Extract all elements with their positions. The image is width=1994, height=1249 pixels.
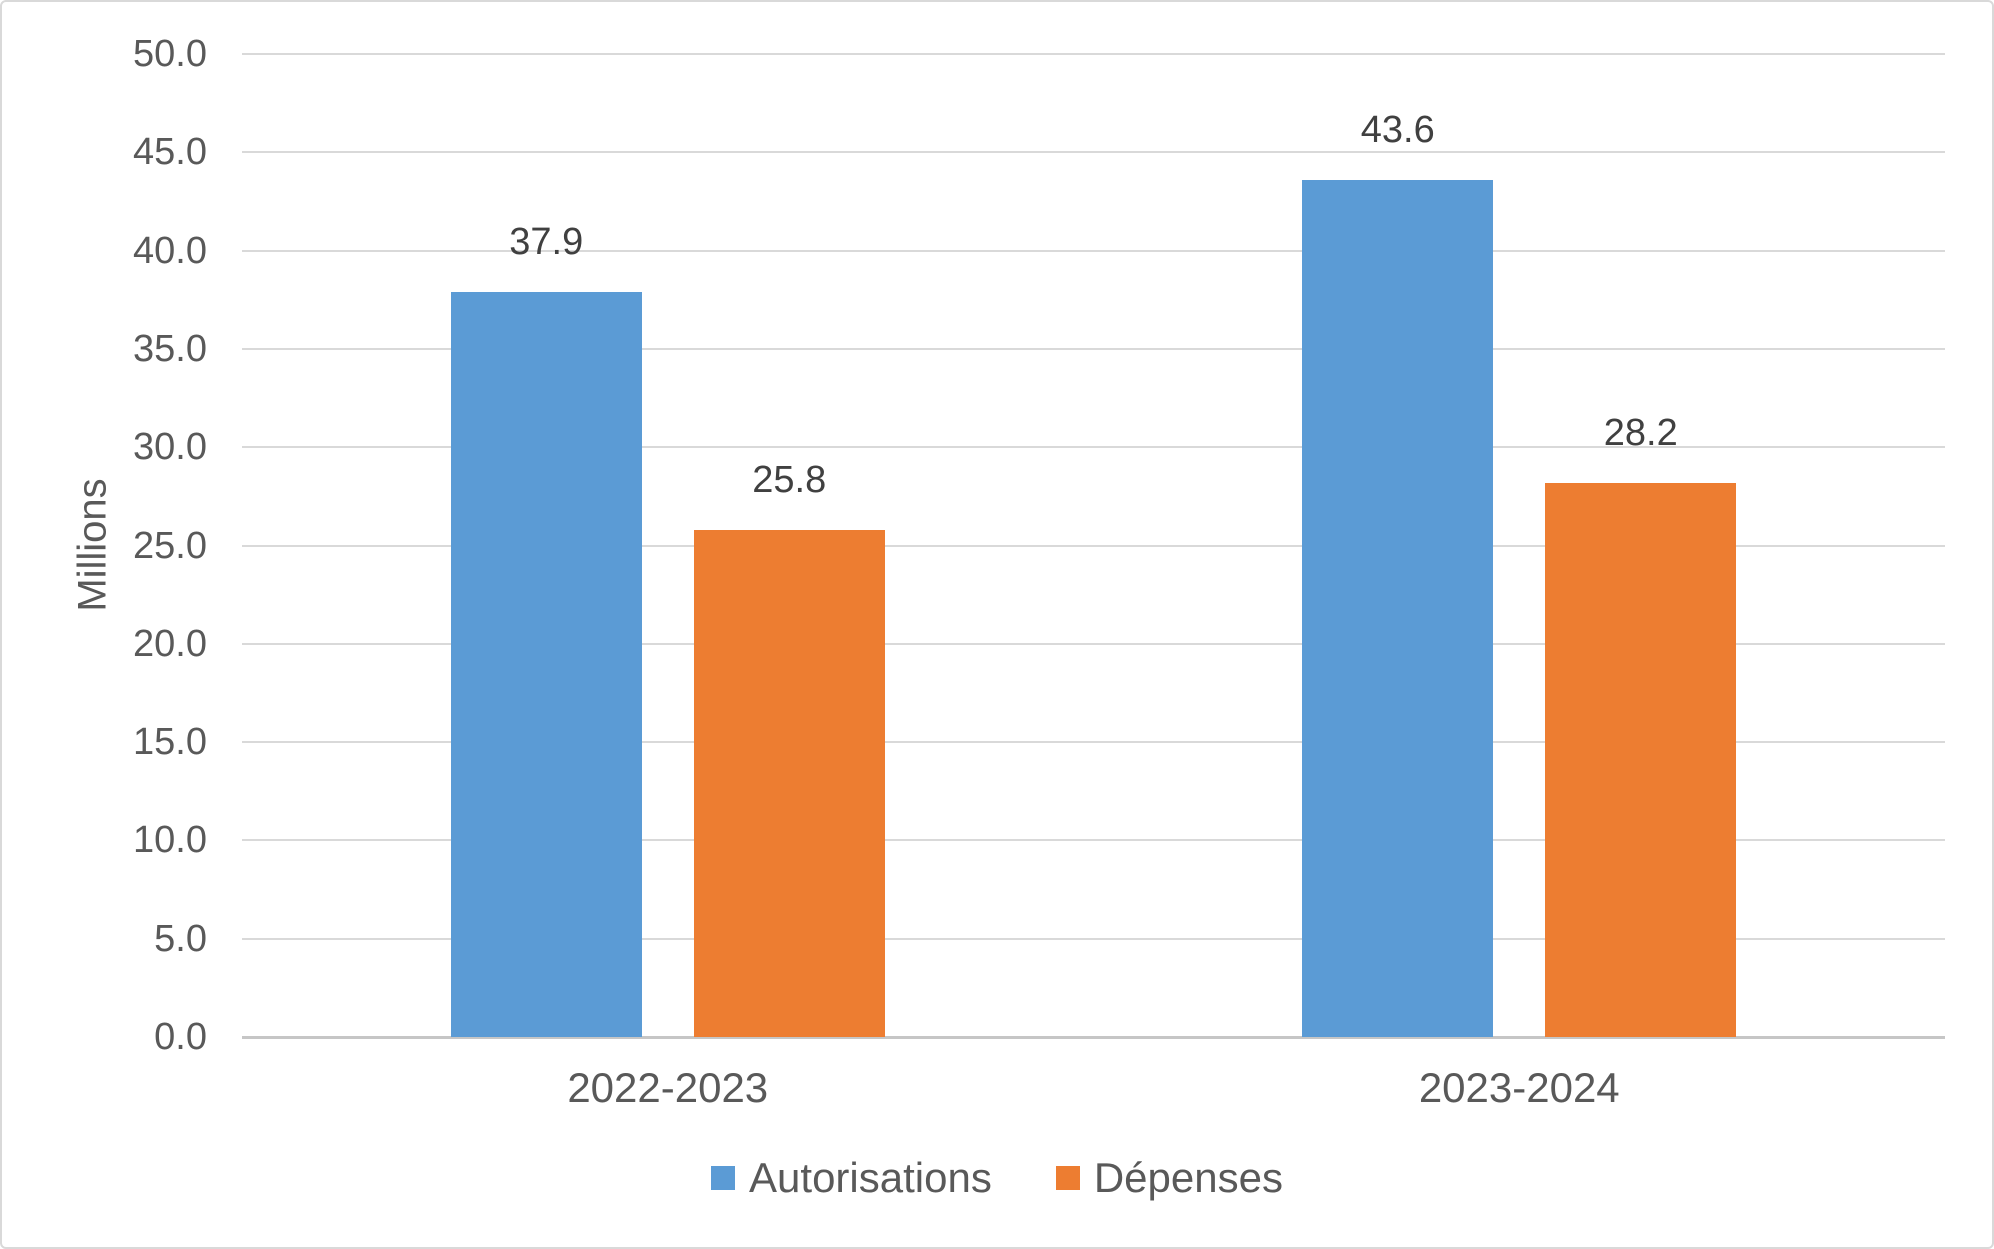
- data-label-autorisations-2023-2024: 43.6: [1360, 108, 1435, 151]
- x-category-label: 2022-2023: [567, 1064, 769, 1111]
- bar-dépenses-2022-2023: [693, 529, 885, 1037]
- legend-swatch-icon: [1055, 1166, 1080, 1190]
- gridline: [242, 446, 1945, 449]
- bar-autorisations-2022-2023: [450, 291, 642, 1037]
- bar-autorisations-2023-2024: [1302, 179, 1494, 1037]
- gridline: [242, 53, 1945, 55]
- legend-label: Dépenses: [1093, 1154, 1283, 1201]
- legend: Autorisations Dépenses: [2, 1154, 1992, 1202]
- gridline: [242, 642, 1945, 645]
- y-tick-label: 20.0: [133, 622, 207, 665]
- y-tick-label: 30.0: [133, 426, 207, 469]
- y-tick-label: 45.0: [133, 131, 207, 174]
- gridline: [242, 151, 1945, 154]
- y-tick-label: 10.0: [133, 819, 207, 862]
- bar-dépenses-2023-2024: [1545, 482, 1737, 1037]
- legend-item-dépenses: Dépenses: [1055, 1154, 1283, 1202]
- x-category-label: 2023-2024: [1418, 1064, 1620, 1111]
- legend-label: Autorisations: [749, 1154, 992, 1201]
- y-tick-label: 25.0: [133, 524, 207, 567]
- y-tick-label: 5.0: [154, 917, 207, 960]
- y-tick-label: 0.0: [154, 1016, 207, 1058]
- legend-item-autorisations: Autorisations: [711, 1154, 992, 1202]
- y-tick-label: 15.0: [133, 721, 207, 764]
- gridline: [242, 937, 1945, 940]
- gridline: [242, 249, 1945, 252]
- gridline: [242, 544, 1945, 547]
- y-tick-label: 40.0: [133, 229, 207, 272]
- y-tick-label: 35.0: [133, 327, 207, 370]
- data-label-autorisations-2022-2023: 37.9: [509, 220, 584, 263]
- gridline: [242, 741, 1945, 744]
- data-label-dépenses-2023-2024: 28.2: [1603, 411, 1678, 454]
- y-tick-label: 50.0: [133, 33, 207, 75]
- gridline: [242, 347, 1945, 350]
- x-axis-line: [242, 1035, 1945, 1039]
- gridline: [242, 839, 1945, 842]
- plot-area: 37.9 25.8 43.6 28.2: [242, 53, 1945, 1039]
- legend-swatch-icon: [711, 1166, 736, 1190]
- data-label-dépenses-2022-2023: 25.8: [752, 458, 827, 501]
